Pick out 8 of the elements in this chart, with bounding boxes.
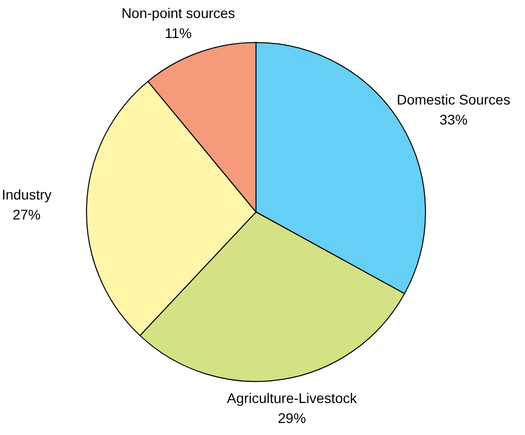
data-label: 27% [12, 206, 41, 223]
data-label: 33% [440, 111, 468, 128]
slice-label: Non-point sources [121, 5, 236, 22]
slice-label: Agriculture-Livestock [226, 390, 358, 406]
slice-label: Industry [2, 186, 52, 203]
slice-label: Domestic Sources [396, 91, 510, 108]
data-label: 29% [278, 410, 306, 426]
data-label: 11% [164, 25, 192, 42]
